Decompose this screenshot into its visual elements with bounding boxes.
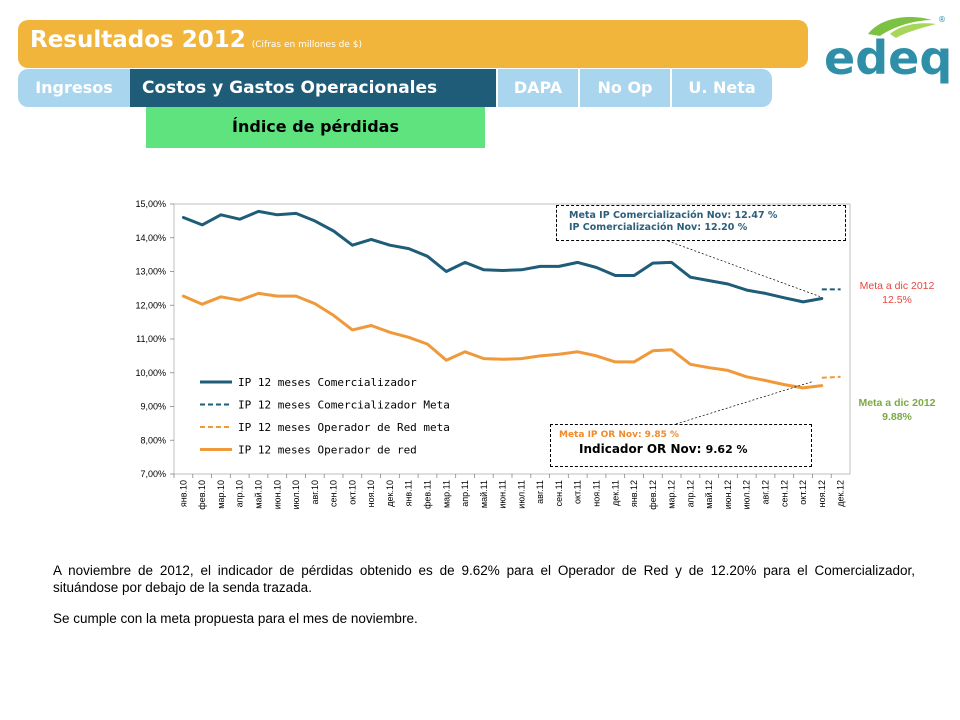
y-tick-label: 12,00%	[135, 300, 166, 310]
tab-ingresos[interactable]: Ingresos	[18, 69, 130, 107]
x-tick-label: сен.11	[554, 480, 564, 506]
y-tick-label: 13,00%	[135, 267, 166, 277]
y-tick-label: 7,00%	[140, 469, 166, 479]
annotation-indicador-or-label: Indicador OR Nov:	[579, 442, 702, 456]
meta-com-value: 12.5%	[882, 294, 912, 306]
x-tick-label: авг.10	[310, 480, 320, 504]
series-line-3	[821, 375, 841, 379]
x-tick-label: июн.10	[272, 480, 282, 509]
y-tick-label: 14,00%	[135, 233, 166, 243]
page-title: Resultados 2012 (Cifras en millones de $)	[30, 27, 362, 53]
series-line-4	[181, 291, 824, 390]
tab-costos-gastos[interactable]: Costos y Gastos Operacionales	[130, 69, 496, 107]
y-tick-label: 8,00%	[140, 435, 166, 445]
x-tick-label: май.12	[704, 480, 714, 509]
y-tick-label: 9,00%	[140, 402, 166, 412]
x-tick-label: июн.11	[498, 480, 508, 509]
registered-mark: ®	[938, 15, 946, 24]
page-title-text: Resultados 2012	[30, 27, 246, 53]
x-tick-label: янв.11	[404, 480, 414, 506]
meta-dic-comercializador: Meta a dic 2012 12.5%	[842, 279, 952, 307]
series-line-1	[181, 209, 824, 304]
x-tick-label: мар.12	[667, 480, 677, 509]
x-tick-label: май.10	[254, 480, 264, 509]
meta-or-value: 9.88%	[882, 411, 912, 423]
tab-u-neta[interactable]: U. Neta	[672, 69, 772, 107]
tab-dapa[interactable]: DAPA	[498, 69, 578, 107]
leaf-icon	[868, 16, 932, 36]
x-tick-label: май.11	[479, 480, 489, 508]
x-tick-label: фев.11	[423, 480, 433, 509]
annotation-meta-com: Meta IP Comercialización Nov: 12.47 %	[569, 210, 778, 221]
legend-label-1: IP 12 meses Comercializador	[238, 376, 417, 389]
x-tick-label: ноя.12	[817, 480, 827, 507]
meta-com-label: Meta a dic 2012	[859, 280, 935, 292]
tab-no-op[interactable]: No Op	[580, 69, 670, 107]
x-tick-label: апр.10	[235, 480, 245, 507]
annotation-ip-com: IP Comercialización Nov: 12.20 %	[569, 222, 748, 233]
x-tick-label: ноя.11	[592, 480, 602, 507]
meta-or-label: Meta a dic 2012	[858, 397, 936, 409]
meta-dic-operador-red: Meta a dic 2012 9.88%	[842, 396, 952, 424]
legend-label-2: IP 12 meses Comercializador Meta	[238, 399, 450, 412]
x-tick-label: янв.12	[629, 480, 639, 507]
edeq-logo: edeq ®	[824, 15, 950, 85]
x-tick-label: мар.10	[216, 480, 226, 509]
leader-line-or	[675, 381, 812, 425]
commentary-paragraph-1: A noviembre de 2012, el indicador de pér…	[53, 563, 915, 595]
y-tick-label: 15,00%	[135, 199, 166, 209]
comercializacion-annotation: Meta IP Comercialización Nov: 12.47 % IP…	[556, 205, 846, 241]
subtab-indice-perdidas[interactable]: Índice de pérdidas	[146, 107, 485, 148]
legend-label-4: IP 12 meses Operador de red	[238, 444, 417, 457]
x-tick-label: дек.11	[610, 480, 620, 506]
logo-text: edeq	[824, 31, 950, 85]
y-tick-label: 10,00%	[135, 368, 166, 378]
x-tick-label: янв.10	[178, 480, 188, 507]
x-tick-label: сен.12	[779, 480, 789, 507]
x-tick-label: авг.12	[761, 480, 771, 504]
legend-label-3: IP 12 meses Operador de Red meta	[238, 421, 450, 434]
annotation-indicador-or: Indicador OR Nov: 9.62 %	[579, 442, 811, 456]
x-tick-label: фев.12	[648, 480, 658, 510]
y-tick-label: 11,00%	[136, 334, 166, 344]
leader-line-com	[667, 240, 820, 297]
x-tick-label: ноя.10	[366, 480, 376, 507]
annotation-meta-or: Meta IP OR Nov: 9.85 %	[559, 430, 680, 440]
x-tick-label: авг.11	[535, 480, 545, 504]
commentary: A noviembre de 2012, el indicador de pér…	[53, 562, 915, 641]
x-tick-label: дек.10	[385, 480, 395, 507]
x-tick-label: мар.11	[441, 480, 451, 508]
page-subtitle: (Cifras en millones de $)	[251, 40, 362, 50]
leaf-icon-2	[890, 23, 936, 38]
x-tick-label: июл.10	[291, 480, 301, 509]
x-tick-label: апр.12	[685, 480, 695, 507]
x-tick-label: сен.10	[329, 480, 339, 507]
commentary-paragraph-2: Se cumple con la meta propuesta para el …	[53, 611, 418, 626]
x-tick-label: окт.12	[798, 480, 808, 505]
title-bar	[18, 20, 808, 68]
x-tick-label: июн.12	[723, 480, 733, 509]
operador-red-annotation: Meta IP OR Nov: 9.85 % Indicador OR Nov:…	[550, 424, 812, 467]
x-tick-label: апр.11	[460, 480, 470, 507]
x-tick-label: фев.10	[197, 480, 207, 510]
x-tick-label: июл.12	[742, 480, 752, 509]
x-tick-label: дек.12	[836, 480, 846, 507]
x-tick-label: июл.11	[516, 480, 526, 509]
x-tick-label: окт.11	[573, 480, 583, 504]
x-tick-label: окт.10	[347, 480, 357, 505]
annotation-indicador-or-value: 9.62 %	[705, 443, 748, 456]
